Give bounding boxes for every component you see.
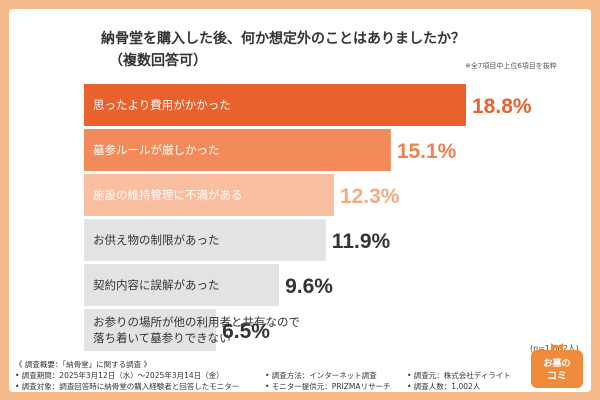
- survey-source: • 調査元：株式会社ディライト: [407, 371, 511, 380]
- bar-value-5: 9.6%: [285, 275, 333, 298]
- brand-logo-line-2: コミ: [547, 371, 567, 382]
- bar-value-3: 12.3%: [340, 185, 400, 208]
- bar-1: [84, 84, 466, 126]
- brand-logo: お墓の コミ: [531, 350, 583, 388]
- bar-chart: 思ったより費用がかかった 18.8% 墓参ルールが厳しかった 15.1% 施設の維持管理…: [84, 84, 532, 351]
- brand-logo-line-1: お墓の: [543, 359, 571, 369]
- bar-label-4: お供え物の制限があった: [93, 233, 220, 247]
- chart-card: 納骨堂を購入した後、何か想定外のことはありましたか？ （複数回答可） ※全7項目…: [9, 9, 591, 392]
- survey-overview: 《 調査概要：「納骨堂」に関する調査 》: [15, 360, 152, 369]
- bar-label-line: お参りの場所が他の利用者と共有なので: [93, 315, 300, 329]
- bar-3: [84, 174, 334, 216]
- bar-2: [84, 129, 391, 171]
- survey-footer: 《 調査概要：「納骨堂」に関する調査 》 • 調査期間：2025年3月12日（水…: [9, 359, 591, 392]
- bar-value-6: 6.5%: [222, 320, 270, 343]
- chart-title: 納骨堂を購入した後、何か想定外のことはありましたか？: [101, 31, 465, 47]
- bar-4: [84, 219, 326, 261]
- bar-label-line: 落ち着いて墓参りできない: [93, 331, 231, 345]
- bar-value-4: 11.9%: [332, 230, 391, 253]
- bar-label-6: お参りの場所が他の利用者と共有なので落ち着いて墓参りできない: [93, 315, 300, 345]
- survey-respondents: • 調査人数：1,002人: [407, 382, 481, 391]
- bar-label-line: 契約内容に誤解があった: [93, 278, 220, 292]
- survey-target: • 調査対象：調査回答時に納骨堂の購入経験者と回答したモニター: [15, 382, 240, 391]
- bar-label-line: 施設の維持管理に不満がある: [93, 188, 243, 202]
- chart-note: ※全7項目中上位6項目を抜粋: [465, 62, 557, 70]
- survey-method: • 調査方法：インターネット調査: [265, 371, 377, 380]
- bar-value-2: 15.1%: [397, 140, 457, 163]
- bar-label-line: 墓参ルールが厳しかった: [93, 143, 220, 157]
- bar-label-3: 施設の維持管理に不満がある: [93, 188, 243, 202]
- bar-6: [84, 309, 217, 351]
- bar-label-5: 契約内容に誤解があった: [93, 278, 220, 292]
- bar-label-2: 墓参ルールが厳しかった: [93, 143, 220, 157]
- bar-label-1: 思ったより費用がかかった: [93, 98, 231, 112]
- bar-label-line: 思ったより費用がかかった: [93, 98, 231, 112]
- bar-5: [84, 264, 280, 306]
- bar-label-line: お供え物の制限があった: [93, 233, 220, 247]
- survey-period: • 調査期間：2025年3月12日（水）～2025年3月14日（金）: [15, 371, 224, 380]
- survey-provider: • モニター提供元：PRIZMAリサーチ: [265, 382, 391, 391]
- logo-ribbon-icon: [551, 343, 563, 351]
- bar-value-1: 18.8%: [472, 95, 532, 118]
- chart-subtitle: （複数回答可）: [109, 53, 207, 69]
